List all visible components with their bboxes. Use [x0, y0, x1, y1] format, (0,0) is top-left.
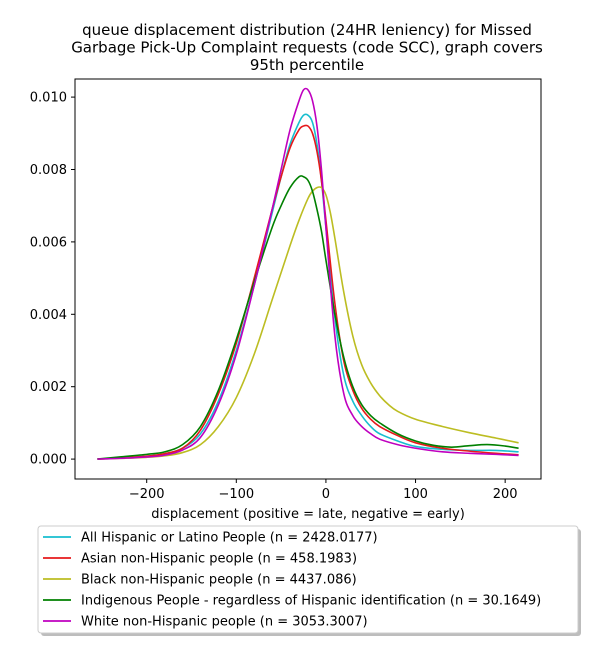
x-axis-label: displacement (positive = late, negative …: [151, 507, 465, 522]
plot-frame: [74, 78, 542, 480]
x-tick-label: 100: [403, 487, 428, 502]
series-line-0: [97, 113, 519, 460]
x-tick-label: 200: [493, 487, 518, 502]
y-tick-label: 0.008: [30, 163, 67, 178]
x-tick-label: 0: [322, 487, 330, 502]
chart-title-line: queue displacement distribution (24HR le…: [82, 21, 532, 39]
legend-entry: Black non-Hispanic people (n = 4437.086): [81, 573, 357, 588]
x-tick-label: −100: [218, 487, 254, 502]
y-tick-label: 0.006: [30, 235, 67, 250]
legend-entry: All Hispanic or Latino People (n = 2428.…: [81, 531, 378, 546]
legend-box: [37, 525, 579, 634]
y-axis: 0.000 0.002 0.004 0.006 0.008 0.010: [30, 91, 75, 468]
y-tick-label: 0.010: [30, 91, 67, 106]
legend-entry: White non-Hispanic people (n = 3053.3007…: [81, 615, 368, 630]
chart-title-line: Garbage Pick-Up Complaint requests (code…: [71, 39, 543, 57]
series-line-2: [97, 186, 519, 460]
series-line-4: [97, 87, 519, 460]
y-tick-label: 0.004: [30, 308, 67, 323]
legend: All Hispanic or Latino People (n = 2428.…: [37, 525, 581, 636]
chart-title-line: 95th percentile: [250, 56, 364, 74]
plot-lines: [97, 87, 519, 460]
x-tick-label: −200: [129, 487, 165, 502]
y-tick-label: 0.002: [30, 380, 67, 395]
series-line-3: [97, 174, 519, 460]
x-axis: −200 −100 0 100 200: [129, 479, 518, 502]
legend-entry: Asian non-Hispanic people (n = 458.1983): [81, 552, 357, 567]
chart-title: queue displacement distribution (24HR le…: [71, 21, 543, 74]
legend-entry: Indigenous People - regardless of Hispan…: [81, 594, 541, 609]
series-line-1: [97, 124, 519, 460]
y-tick-label: 0.000: [30, 453, 67, 468]
